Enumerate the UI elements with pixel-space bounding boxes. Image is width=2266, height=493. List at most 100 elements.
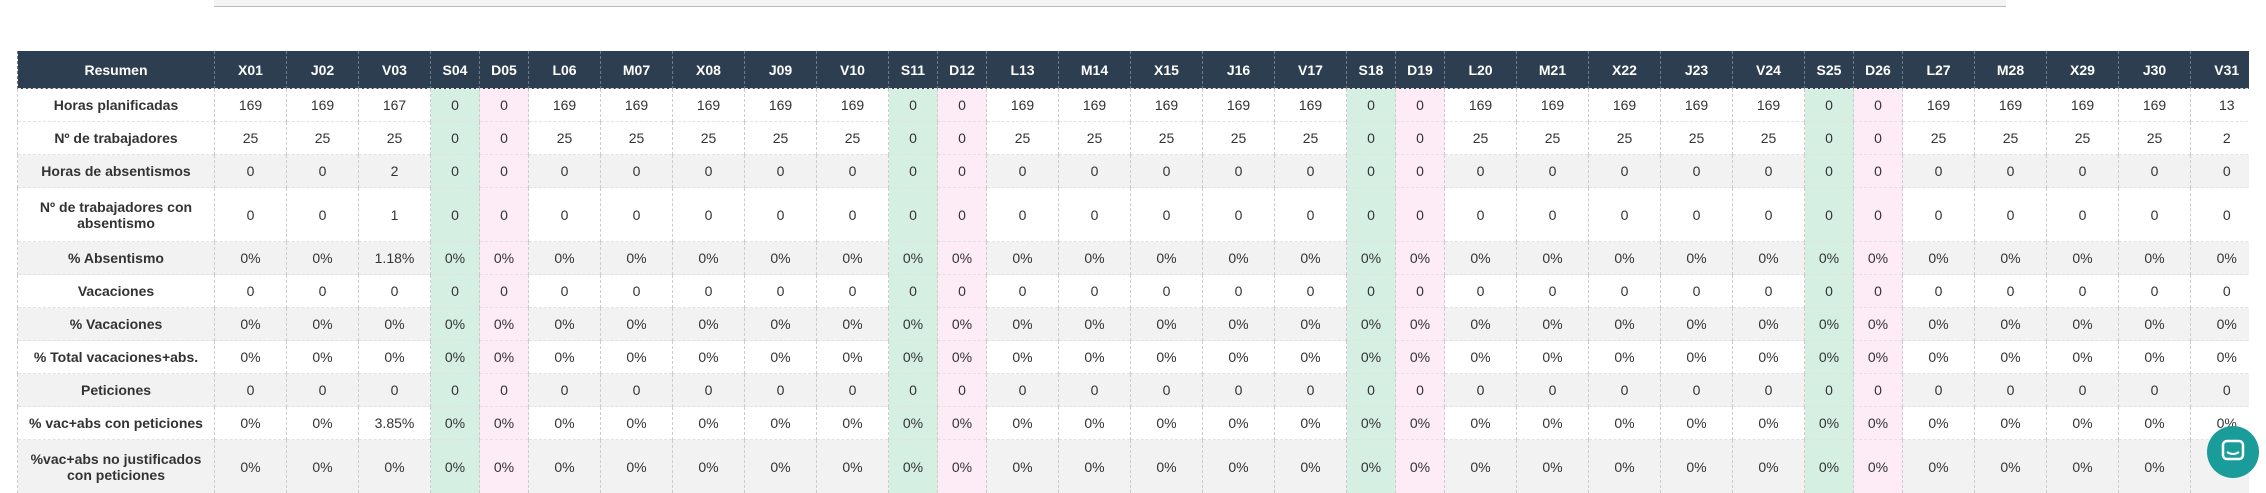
- cell: 0: [1588, 187, 1661, 242]
- table-row: % vac+abs con peticiones 0% 0% 3.85% 0% 0% 0% 0…: [17, 406, 2249, 440]
- row-label: % Absentismo: [17, 241, 215, 275]
- cell: 25: [1058, 121, 1131, 155]
- cell: 0: [1346, 274, 1396, 308]
- cell: 0: [1346, 154, 1396, 188]
- cell: 0: [937, 274, 987, 308]
- cell: 0: [2046, 373, 2119, 407]
- cell: 0%: [1202, 406, 1275, 440]
- cell: 0: [1853, 88, 1903, 122]
- cell: 0: [816, 373, 889, 407]
- cell: 0: [600, 154, 673, 188]
- cell: 169: [1516, 88, 1589, 122]
- cell: 0%: [1660, 307, 1733, 341]
- cell: 0%: [986, 307, 1059, 341]
- cell: 0%: [214, 241, 287, 275]
- cell: 0: [528, 274, 601, 308]
- day-header: M28: [1974, 51, 2047, 89]
- cell: 169: [1660, 88, 1733, 122]
- cell: 0%: [2190, 340, 2249, 374]
- cell: 0%: [816, 340, 889, 374]
- cell: 25: [1274, 121, 1347, 155]
- day-header: X15: [1130, 51, 1203, 89]
- cell: 0%: [214, 406, 287, 440]
- cell: 0: [744, 187, 817, 242]
- cell: 0%: [1346, 241, 1396, 275]
- cell: 0%: [479, 241, 529, 275]
- cell: 0%: [1058, 307, 1131, 341]
- cell: 0: [2118, 373, 2191, 407]
- cell: 0: [479, 121, 529, 155]
- cell: 0: [2190, 274, 2249, 308]
- cell: 169: [528, 88, 601, 122]
- cell: 25: [528, 121, 601, 155]
- cell: 25: [1902, 121, 1975, 155]
- cell: 0%: [1058, 340, 1131, 374]
- cell: 0: [1804, 88, 1854, 122]
- cell: 0%: [1974, 241, 2047, 275]
- cell: 0: [1202, 187, 1275, 242]
- cell: 25: [1974, 121, 2047, 155]
- cell: 0: [2046, 154, 2119, 188]
- table-row: %vac+abs no justificados con peticiones 0…: [17, 439, 2249, 493]
- cell: 0%: [2046, 439, 2119, 493]
- cell: 169: [2118, 88, 2191, 122]
- cell: 0%: [672, 406, 745, 440]
- cell: 0: [937, 187, 987, 242]
- cell: 0%: [1395, 241, 1445, 275]
- cell: 0: [986, 187, 1059, 242]
- cell: 2: [2190, 121, 2249, 155]
- day-header: V10: [816, 51, 889, 89]
- cell: 0: [528, 373, 601, 407]
- cell: 25: [1660, 121, 1733, 155]
- cell: 169: [1974, 88, 2047, 122]
- cell: 0%: [528, 406, 601, 440]
- chat-button[interactable]: [2207, 426, 2259, 478]
- cell: 0: [1274, 274, 1347, 308]
- cell: 0: [1516, 373, 1589, 407]
- day-header: M07: [600, 51, 673, 89]
- day-header: V03: [358, 51, 431, 89]
- cell: 0: [888, 373, 938, 407]
- day-header: M14: [1058, 51, 1131, 89]
- day-header: L27: [1902, 51, 1975, 89]
- cell: 0: [1058, 274, 1131, 308]
- cell: 0: [744, 154, 817, 188]
- cell: 0: [937, 121, 987, 155]
- day-header: X22: [1588, 51, 1661, 89]
- cell: 0: [1902, 274, 1975, 308]
- cell: 0: [1130, 154, 1203, 188]
- cell: 0%: [1974, 406, 2047, 440]
- cell: 0: [888, 121, 938, 155]
- day-header: S04: [430, 51, 480, 89]
- cell: 13: [2190, 88, 2249, 122]
- cell: 0%: [1974, 307, 2047, 341]
- cell: 0: [1395, 373, 1445, 407]
- cell: 0: [479, 154, 529, 188]
- cell: 169: [214, 88, 287, 122]
- day-header: D26: [1853, 51, 1903, 89]
- cell: 0: [672, 274, 745, 308]
- cell: 0%: [1902, 439, 1975, 493]
- cell: 0%: [1444, 406, 1517, 440]
- day-header: S25: [1804, 51, 1854, 89]
- cell: 0: [1395, 88, 1445, 122]
- cell: 0: [1395, 274, 1445, 308]
- cell: 0: [1804, 154, 1854, 188]
- table-row: Horas de absentismos 0 0 2 0 0 0 0 0 0 0 0 0 0 0 0 0 0 0 0 0…: [17, 154, 2249, 188]
- cell: 0: [888, 187, 938, 242]
- cell: 0%: [1974, 439, 2047, 493]
- cell: 0%: [744, 307, 817, 341]
- cell: 0: [430, 274, 480, 308]
- cell: 0%: [1444, 307, 1517, 341]
- cell: 25: [1444, 121, 1517, 155]
- day-header: D05: [479, 51, 529, 89]
- cell: 25: [358, 121, 431, 155]
- cell: 0: [2046, 187, 2119, 242]
- chat-icon: [2221, 439, 2245, 461]
- cell: 0: [1902, 154, 1975, 188]
- cell: 0%: [358, 307, 431, 341]
- previous-table-edge: [214, 0, 2006, 7]
- cell: 0: [1395, 121, 1445, 155]
- cell: 0%: [1804, 340, 1854, 374]
